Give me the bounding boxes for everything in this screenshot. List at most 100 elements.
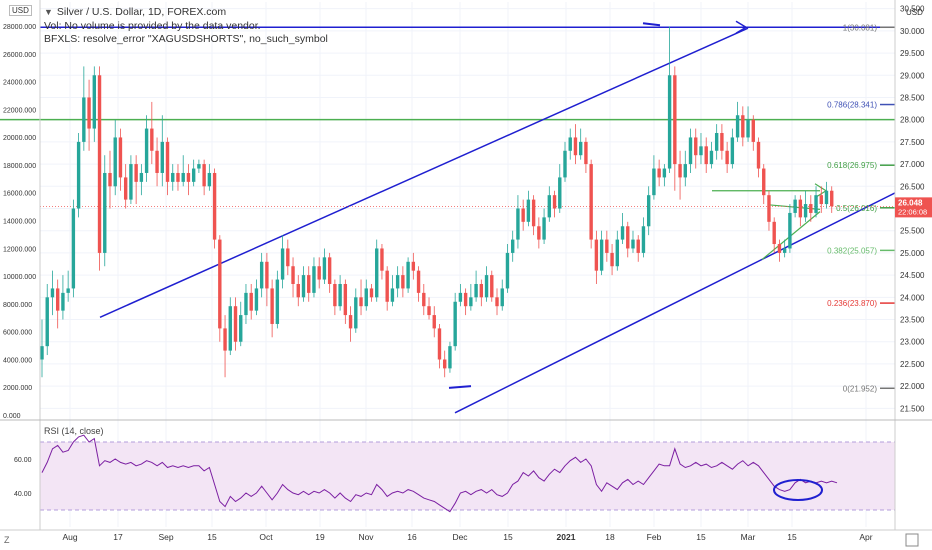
candle-body <box>599 239 604 271</box>
candle <box>307 266 311 302</box>
candle-body <box>793 199 797 213</box>
rsi-tick-label: 60.00 <box>14 457 32 464</box>
candle-body <box>646 195 651 227</box>
countdown-label: 22:06:08 <box>898 207 927 216</box>
candle <box>171 164 175 191</box>
candle-body <box>432 315 436 329</box>
candle-body <box>129 164 133 200</box>
candle-body <box>782 248 787 253</box>
candle <box>244 283 248 324</box>
candle-body <box>286 248 290 267</box>
candle-body <box>218 239 222 329</box>
candle-body <box>212 172 217 240</box>
candle <box>542 208 546 245</box>
candle-body <box>118 137 123 178</box>
candle <box>191 159 196 187</box>
candle <box>626 221 630 258</box>
candle-body <box>411 261 416 271</box>
candle-body <box>186 172 191 182</box>
candle-body <box>254 288 259 311</box>
candle-body <box>453 301 457 347</box>
candle-body <box>458 292 463 302</box>
candle <box>385 266 389 311</box>
candle <box>809 195 813 222</box>
candle <box>458 283 463 307</box>
candle <box>798 195 803 227</box>
candle-body <box>558 177 562 209</box>
candle <box>589 159 593 249</box>
price-tick-label: 23.000 <box>900 338 925 347</box>
candle <box>76 133 81 218</box>
rsi-line <box>41 434 838 513</box>
time-tick-label: 16 <box>407 532 417 542</box>
candle-body <box>573 137 578 156</box>
candle <box>395 266 400 298</box>
left-tick-label: 18000.000 <box>3 163 36 170</box>
candle <box>756 137 761 178</box>
candle <box>620 212 625 245</box>
candle-body <box>108 172 112 187</box>
candle-body <box>824 190 829 205</box>
candle <box>751 115 755 151</box>
candle <box>746 106 750 142</box>
price-tick-label: 22.500 <box>900 360 925 369</box>
candle-body <box>767 195 771 222</box>
candle-body <box>385 270 389 302</box>
candle-body <box>375 248 379 298</box>
candle <box>699 133 703 165</box>
candle-body <box>714 133 719 151</box>
collapse-chevron-icon[interactable]: ▼ <box>44 7 53 17</box>
candle <box>646 186 651 236</box>
left-tick-label: 2000.000 <box>3 385 32 392</box>
candle-body <box>584 141 588 165</box>
left-tick-label: 0.000 <box>3 413 21 420</box>
candle-body <box>348 315 353 329</box>
candle <box>578 128 583 160</box>
channel-upper-line <box>99 27 749 318</box>
price-tick-label: 28.000 <box>900 116 925 125</box>
candle <box>667 26 672 173</box>
candle <box>641 217 646 258</box>
candle-body <box>71 208 76 289</box>
candle <box>772 217 776 253</box>
candle-body <box>123 177 128 200</box>
candle <box>552 190 557 218</box>
candle <box>301 266 306 302</box>
candle-body <box>741 115 745 138</box>
candle-body <box>390 288 395 302</box>
candle <box>432 306 436 338</box>
candle-body <box>657 168 661 178</box>
candle <box>694 128 698 169</box>
candle <box>123 164 128 209</box>
candle-body <box>301 275 306 298</box>
candle <box>129 155 133 205</box>
candle <box>741 106 745 147</box>
candle <box>369 283 374 302</box>
candle-body <box>359 297 363 307</box>
candle <box>500 279 504 311</box>
price-tick-label: 22.000 <box>900 382 925 391</box>
left-tick-label: 14000.000 <box>3 219 36 226</box>
candle-body <box>495 297 499 307</box>
candle-body <box>610 252 614 267</box>
candle <box>359 279 363 316</box>
candle <box>662 164 667 187</box>
candle-body <box>244 292 248 316</box>
candle <box>735 101 740 142</box>
candle-body <box>605 239 609 253</box>
candle <box>186 164 191 196</box>
candle-body <box>756 141 761 169</box>
candle <box>573 124 578 165</box>
candle <box>108 150 112 209</box>
candle-body <box>788 212 792 249</box>
candle <box>558 164 562 213</box>
price-tick-label: 24.500 <box>900 271 925 280</box>
candle-body <box>155 150 159 173</box>
candle <box>71 199 76 298</box>
candle <box>547 186 552 222</box>
candle-body <box>338 283 342 307</box>
candle <box>422 283 426 316</box>
candle <box>411 252 416 280</box>
candle-body <box>526 199 531 222</box>
